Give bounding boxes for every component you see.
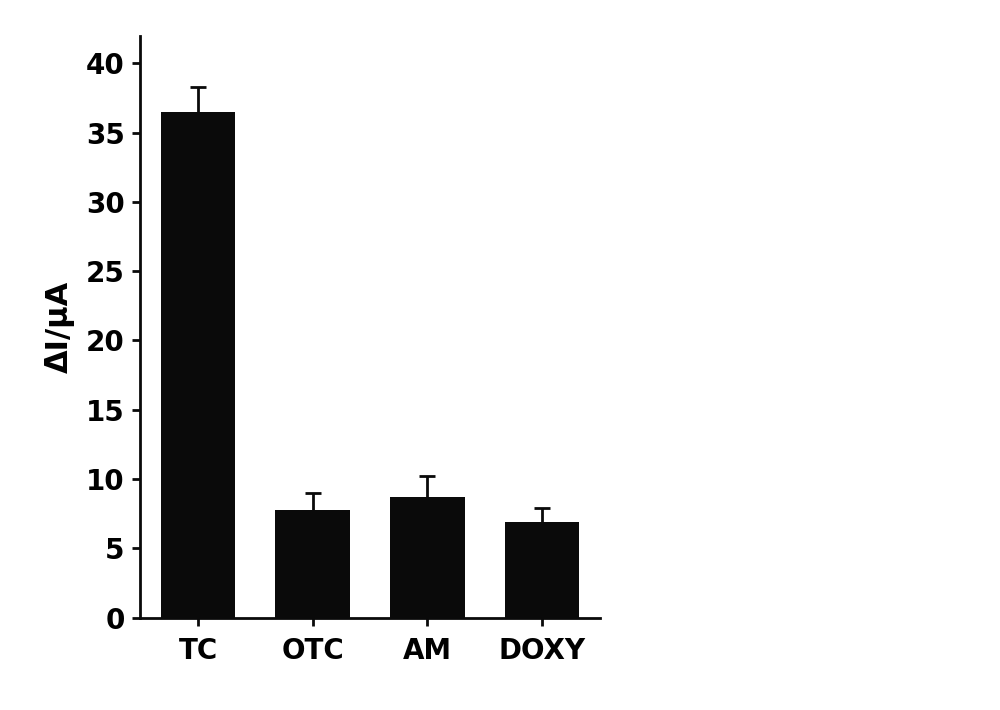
Bar <box>505 522 579 618</box>
Bar <box>275 510 350 618</box>
Bar <box>390 497 465 618</box>
Bar <box>161 111 235 618</box>
Y-axis label: ΔI/μA: ΔI/μA <box>45 280 75 373</box>
